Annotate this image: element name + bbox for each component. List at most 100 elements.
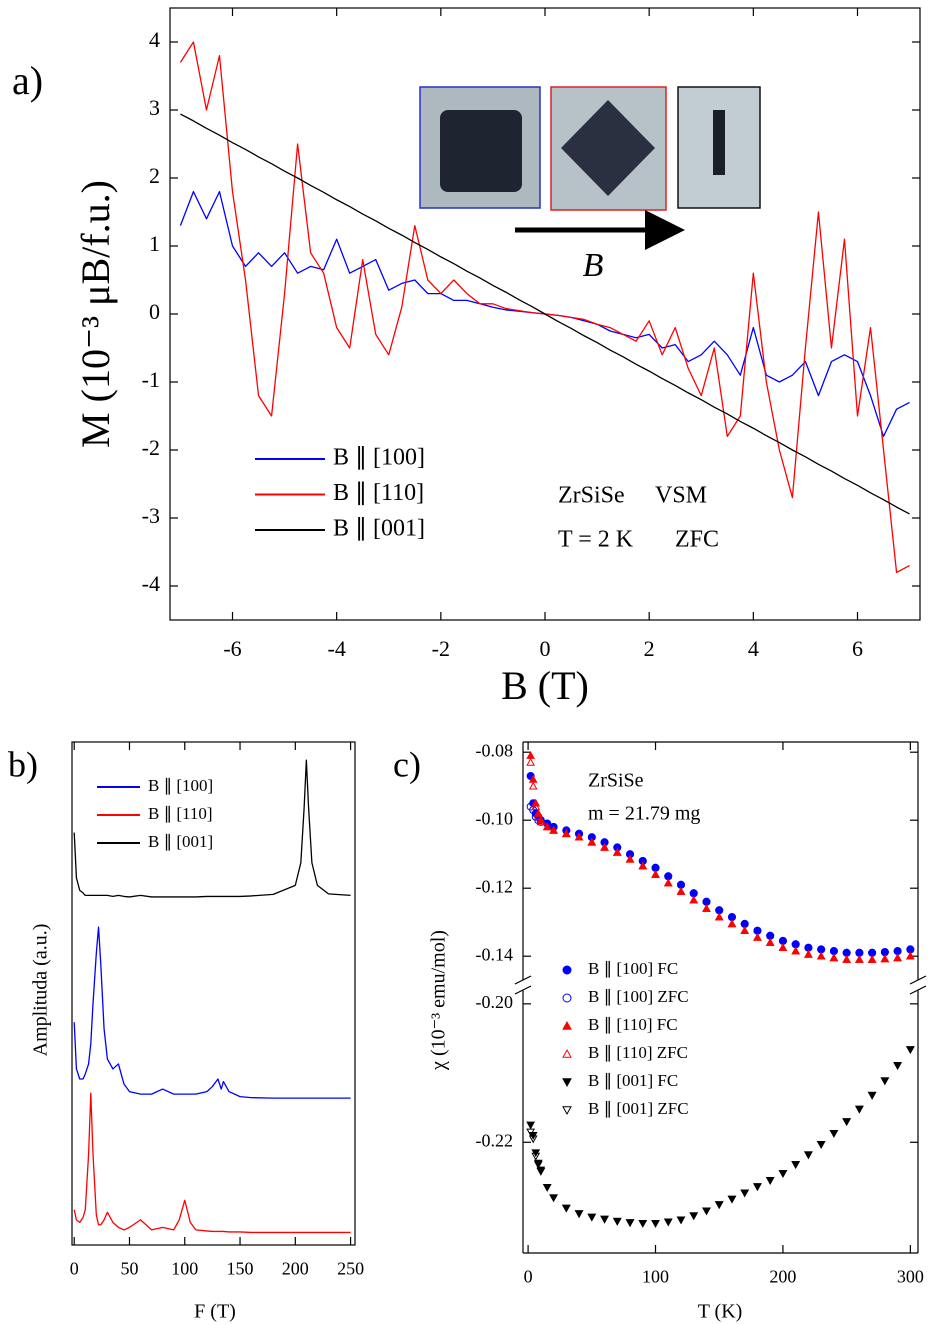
annotation: VSM <box>655 483 707 509</box>
y-tick-label: 3 <box>149 95 160 120</box>
data-point <box>600 1215 609 1224</box>
data-point <box>842 1118 851 1127</box>
data-point <box>714 1201 724 1210</box>
panel-label: c) <box>393 744 421 784</box>
y-tick-label: 1 <box>149 231 160 256</box>
legend-label: B ∥ [110] ZFC <box>588 1043 688 1062</box>
data-point <box>612 1217 622 1226</box>
data-point <box>536 1168 546 1176</box>
data-point <box>531 802 541 810</box>
data-point <box>625 854 635 863</box>
axis-break <box>514 985 532 995</box>
data-line <box>73 1092 351 1234</box>
y-axis-label: Amplituda (a.u.) <box>30 924 52 1057</box>
data-point <box>906 951 915 960</box>
data-point <box>542 822 552 831</box>
data-point <box>526 757 535 766</box>
data-point <box>893 1062 902 1070</box>
data-point <box>549 825 558 834</box>
y-axis-label: M (10⁻³ μB/f.u.) <box>73 180 118 448</box>
axis-break <box>909 985 927 995</box>
legend-label: B ∥ [001] <box>148 832 213 851</box>
legend-label: B ∥ [110] <box>148 804 213 823</box>
y-tick-label: 2 <box>149 163 160 188</box>
data-point <box>663 878 673 887</box>
data-point <box>561 1204 571 1213</box>
annotation: T = 2 K <box>558 527 634 553</box>
data-point <box>727 919 737 928</box>
data-point <box>740 926 750 934</box>
annotation: m = 21.79 mg <box>588 803 700 825</box>
data-point <box>816 1141 826 1149</box>
data-point <box>533 1161 543 1169</box>
data-point <box>561 829 571 838</box>
data-point <box>765 1177 775 1185</box>
data-point <box>816 951 826 960</box>
data-point <box>842 955 851 963</box>
annotation: ZFC <box>675 527 719 553</box>
data-point <box>574 1210 584 1219</box>
data-point <box>526 1121 535 1130</box>
data-point <box>612 847 622 856</box>
annotation: B <box>583 247 604 284</box>
data-point <box>676 887 686 895</box>
data-point <box>906 1046 915 1055</box>
x-tick-label: -2 <box>432 636 450 661</box>
data-point <box>587 837 597 846</box>
data-point <box>533 812 543 821</box>
data-line <box>180 113 910 515</box>
data-point <box>625 1219 635 1228</box>
y-tick-label: -0.08 <box>476 740 514 760</box>
x-tick-label: 0 <box>540 636 551 661</box>
legend-label: B ∥ [100] FC <box>588 959 678 978</box>
y-tick-label: -0.14 <box>476 944 514 964</box>
legend-label: B ∥ [001] <box>333 516 425 542</box>
data-point <box>753 1183 762 1192</box>
data-point <box>702 904 711 912</box>
x-tick-label: 2 <box>644 636 655 661</box>
data-point <box>753 932 762 941</box>
x-axis-label: T (K) <box>698 1301 743 1323</box>
data-point <box>727 1195 737 1204</box>
data-point <box>531 1152 541 1161</box>
data-point <box>791 946 801 955</box>
panel-label: b) <box>8 744 38 784</box>
data-point <box>574 832 584 841</box>
y-tick-label: -0.12 <box>476 876 514 896</box>
data-point <box>689 895 699 904</box>
annotation: ZrSiSe <box>558 483 625 509</box>
data-point <box>778 1170 788 1178</box>
data-point <box>638 1219 648 1228</box>
data-point <box>804 1151 813 1160</box>
data-line <box>73 926 351 1099</box>
panel: b) F (T) Amplituda (a.u.) 0 50 100 150 200 250 B … <box>8 741 364 1323</box>
data-point <box>528 781 538 790</box>
legend-label: B ∥ [100] ZFC <box>588 987 689 1006</box>
data-point <box>536 817 546 826</box>
data-point <box>651 1219 660 1228</box>
axis-break <box>514 975 532 985</box>
y-tick-label: -4 <box>142 571 160 596</box>
x-tick-label: -6 <box>223 636 241 661</box>
crystal <box>440 110 522 192</box>
data-point <box>638 861 648 870</box>
data-point <box>893 953 902 962</box>
data-point <box>587 1213 597 1222</box>
y-axis-label: χ (10⁻³ emu/mol) <box>428 930 450 1071</box>
data-point <box>600 842 609 851</box>
axis-break <box>909 975 927 985</box>
legend-label: B ∥ [110] FC <box>588 1015 678 1034</box>
data-point <box>765 938 775 946</box>
data-point <box>855 1105 864 1114</box>
x-tick-label: 200 <box>769 1266 796 1286</box>
legend-marker <box>562 1020 572 1030</box>
data-point <box>855 955 864 963</box>
y-tick-label: -0.20 <box>476 992 514 1012</box>
data-point <box>676 1216 686 1225</box>
y-tick-label: -2 <box>142 435 160 460</box>
annotation: ZrSiSe <box>588 770 644 792</box>
y-tick-label: 4 <box>149 27 160 52</box>
x-tick-label: -4 <box>328 636 346 661</box>
data-line <box>179 41 910 574</box>
